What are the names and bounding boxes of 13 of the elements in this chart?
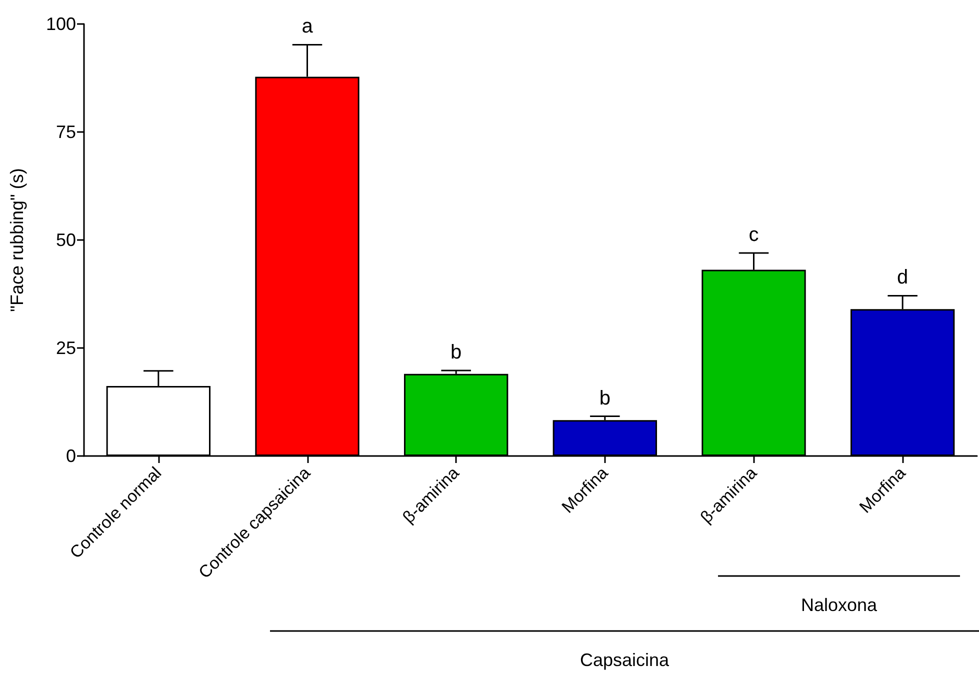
annotation: b bbox=[599, 387, 610, 410]
y-tick-label: 25 bbox=[56, 338, 76, 358]
text: Capsaicina bbox=[580, 650, 670, 670]
y-tick-label: 100 bbox=[46, 14, 76, 34]
y-tick-label: 0 bbox=[66, 446, 76, 466]
text: Naloxona bbox=[800, 595, 878, 615]
y-tick-label: 50 bbox=[56, 230, 76, 250]
annotation: b bbox=[450, 341, 462, 364]
annotation: d bbox=[897, 266, 908, 289]
annotation: a bbox=[302, 16, 314, 38]
y-axis-title: "Face rubbing" (s) bbox=[7, 168, 27, 312]
annotation: c bbox=[748, 224, 759, 246]
y-tick-label: 75 bbox=[56, 122, 76, 142]
